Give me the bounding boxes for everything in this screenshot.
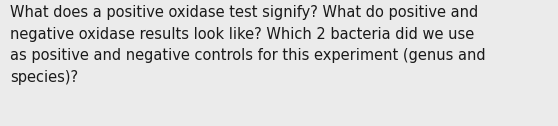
Text: What does a positive oxidase test signify? What do positive and
negative oxidase: What does a positive oxidase test signif… xyxy=(10,5,485,85)
